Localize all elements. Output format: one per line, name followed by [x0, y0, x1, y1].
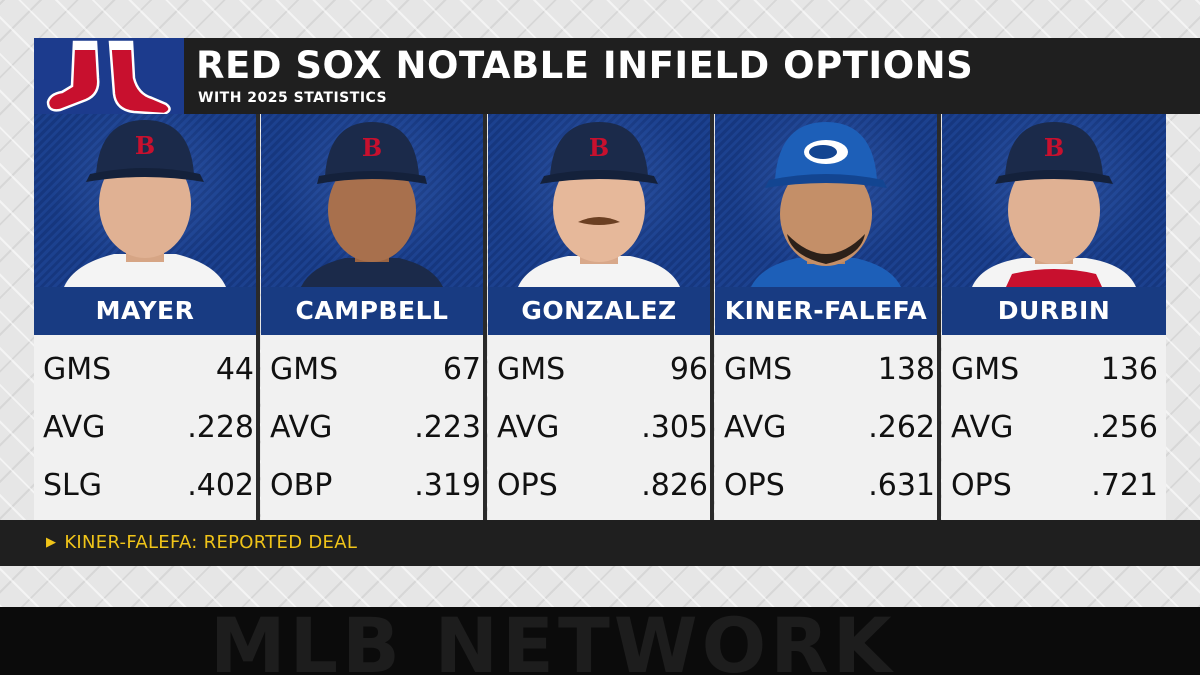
svg-text:B: B	[1044, 133, 1064, 162]
stat-value: .228	[187, 410, 254, 445]
player-card: B DURBIN GMS 136 AVG .256 OPS .721	[942, 114, 1166, 520]
stat-value: .402	[187, 468, 254, 503]
footer-note-text: KINER-FALEFA: REPORTED DEAL	[64, 532, 358, 553]
stats-list: GMS 44 AVG .228 SLG .402	[34, 344, 256, 518]
player-card: B GONZALEZ GMS 96 AVG .305 OPS .826	[488, 114, 714, 520]
stat-row: GMS 138	[715, 344, 937, 402]
stat-label: OPS	[724, 468, 785, 503]
player-card: KINER-FALEFA GMS 138 AVG .262 OPS .631	[715, 114, 941, 520]
stat-row: GMS 96	[488, 344, 710, 402]
red-sox-logo-icon	[46, 40, 171, 116]
red-sox-cap-icon	[1005, 122, 1103, 176]
stat-row: AVG .223	[261, 402, 483, 460]
stat-label: GMS	[951, 352, 1020, 387]
stat-row: GMS 136	[942, 344, 1164, 402]
stat-value: .223	[414, 410, 481, 445]
red-sox-cap-icon	[96, 120, 194, 174]
stat-label: GMS	[497, 352, 566, 387]
logo-box	[34, 38, 184, 116]
player-name: DURBIN	[942, 287, 1166, 335]
player-name: CAMPBELL	[261, 287, 483, 335]
svg-text:B: B	[589, 133, 609, 162]
stat-value: .256	[1091, 410, 1158, 445]
stat-label: GMS	[43, 352, 112, 387]
stat-label: GMS	[724, 352, 793, 387]
network-watermark: MLB NETWORK	[210, 607, 896, 675]
stat-row: AVG .305	[488, 402, 710, 460]
svg-text:B: B	[135, 131, 155, 160]
stat-row: AVG .256	[942, 402, 1164, 460]
stats-list: GMS 138 AVG .262 OPS .631	[715, 344, 937, 518]
stat-value: .305	[641, 410, 708, 445]
stat-value: .631	[868, 468, 935, 503]
stat-label: AVG	[497, 410, 560, 445]
player-name: MAYER	[34, 287, 256, 335]
stat-value: 44	[215, 352, 254, 387]
stat-value: 96	[669, 352, 708, 387]
footer-note: ▶ KINER-FALEFA: REPORTED DEAL	[46, 532, 357, 553]
network-banner: MLB NETWORK	[0, 607, 1200, 675]
player-photo: B	[942, 114, 1166, 287]
stat-row: OPS .721	[942, 460, 1164, 518]
stat-value: 67	[442, 352, 481, 387]
player-card: B MAYER GMS 44 AVG .228 SLG .402	[34, 114, 260, 520]
stats-list: GMS 67 AVG .223 OBP .319	[261, 344, 483, 518]
svg-text:B: B	[362, 133, 382, 162]
player-photo: B	[261, 114, 483, 287]
stat-label: GMS	[270, 352, 339, 387]
player-photo	[715, 114, 937, 287]
stat-label: OPS	[951, 468, 1012, 503]
stat-value: .721	[1091, 468, 1158, 503]
stat-value: .826	[641, 468, 708, 503]
page-subtitle: WITH 2025 STATISTICS	[198, 90, 388, 106]
stat-label: AVG	[724, 410, 787, 445]
stat-label: OBP	[270, 468, 333, 503]
stat-row: SLG .402	[34, 460, 256, 518]
stat-value: 136	[1100, 352, 1158, 387]
stat-label: SLG	[43, 468, 103, 503]
stat-label: OPS	[497, 468, 558, 503]
footer-bar	[0, 520, 1200, 566]
stat-row: AVG .262	[715, 402, 937, 460]
stat-value: .262	[868, 410, 935, 445]
stats-list: GMS 136 AVG .256 OPS .721	[942, 344, 1164, 518]
stat-label: AVG	[43, 410, 106, 445]
header-bar	[34, 38, 1200, 114]
stat-row: OPS .826	[488, 460, 710, 518]
red-sox-cap-icon	[325, 122, 419, 176]
player-name: GONZALEZ	[488, 287, 710, 335]
player-photo: B	[34, 114, 256, 287]
stat-row: OBP .319	[261, 460, 483, 518]
stat-row: AVG .228	[34, 402, 256, 460]
page-title: RED SOX NOTABLE INFIELD OPTIONS	[196, 44, 974, 87]
stat-row: GMS 67	[261, 344, 483, 402]
stat-label: AVG	[951, 410, 1014, 445]
stat-label: AVG	[270, 410, 333, 445]
stat-value: 138	[877, 352, 935, 387]
player-photo: B	[488, 114, 710, 287]
stat-row: OPS .631	[715, 460, 937, 518]
player-card: B CAMPBELL GMS 67 AVG .223 OBP .319	[261, 114, 487, 520]
stat-value: .319	[414, 468, 481, 503]
player-name: KINER-FALEFA	[715, 287, 937, 335]
stats-list: GMS 96 AVG .305 OPS .826	[488, 344, 710, 518]
stat-row: GMS 44	[34, 344, 256, 402]
red-sox-cap-icon	[550, 122, 648, 176]
play-arrow-icon: ▶	[46, 535, 57, 550]
